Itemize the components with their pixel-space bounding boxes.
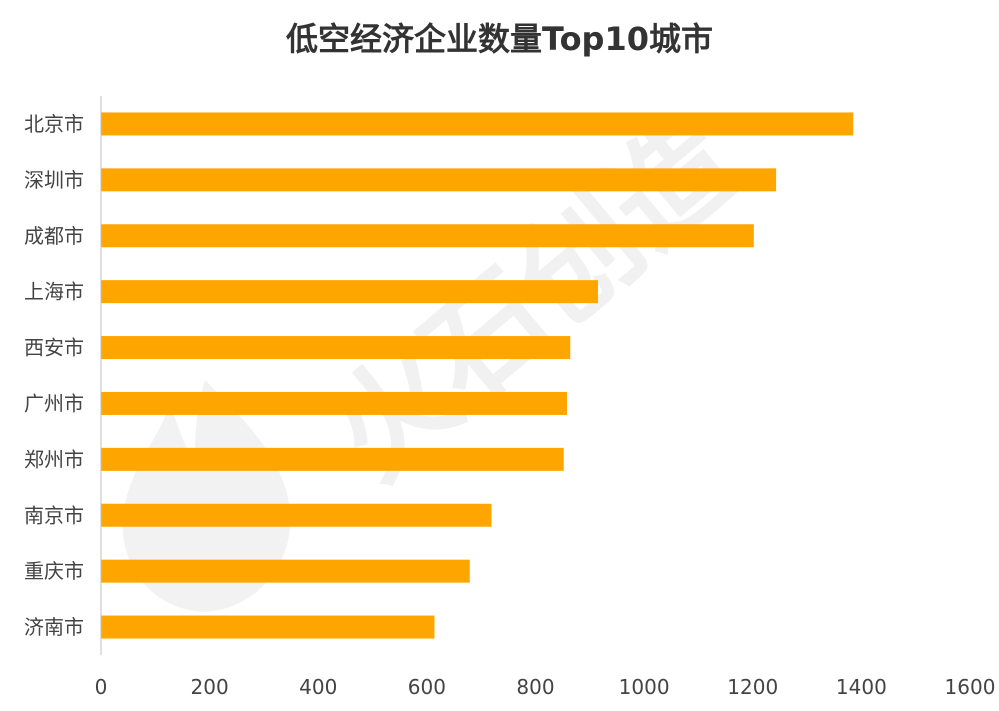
bar-9 [101,559,470,583]
category-label: 济南市 [24,615,84,639]
x-tick-label: 200 [191,675,229,699]
bar-3 [101,224,754,248]
flame-logo-icon [122,380,291,612]
x-tick-label: 600 [408,675,446,699]
chart-title: 低空经济企业数量Top10城市 [285,20,713,58]
category-label: 成都市 [24,224,84,248]
x-tick-label: 1200 [727,675,778,699]
x-tick-labels: 0 200 400 600 800 1000 1200 1400 1600 [95,675,996,699]
category-label: 重庆市 [24,559,84,583]
category-label: 深圳市 [24,168,84,192]
x-tick-label: 1600 [945,675,996,699]
bar-2 [101,168,777,192]
x-tick-label: 800 [516,675,554,699]
bar-1 [101,112,854,136]
bar-6 [101,391,568,415]
x-tick-label: 400 [299,675,337,699]
bar-4 [101,280,598,304]
category-label: 郑州市 [24,447,84,471]
x-tick-label: 1000 [619,675,670,699]
x-tick-label: 0 [95,675,108,699]
bar-5 [101,336,571,360]
category-label: 上海市 [24,280,84,304]
x-tick-label: 1400 [836,675,887,699]
category-label: 北京市 [24,112,84,136]
category-label: 西安市 [24,336,84,360]
bar-7 [101,447,564,471]
bars [101,112,854,639]
category-label: 广州市 [24,391,84,415]
bar-10 [101,615,435,639]
bar-8 [101,503,492,527]
category-label: 南京市 [24,503,84,527]
